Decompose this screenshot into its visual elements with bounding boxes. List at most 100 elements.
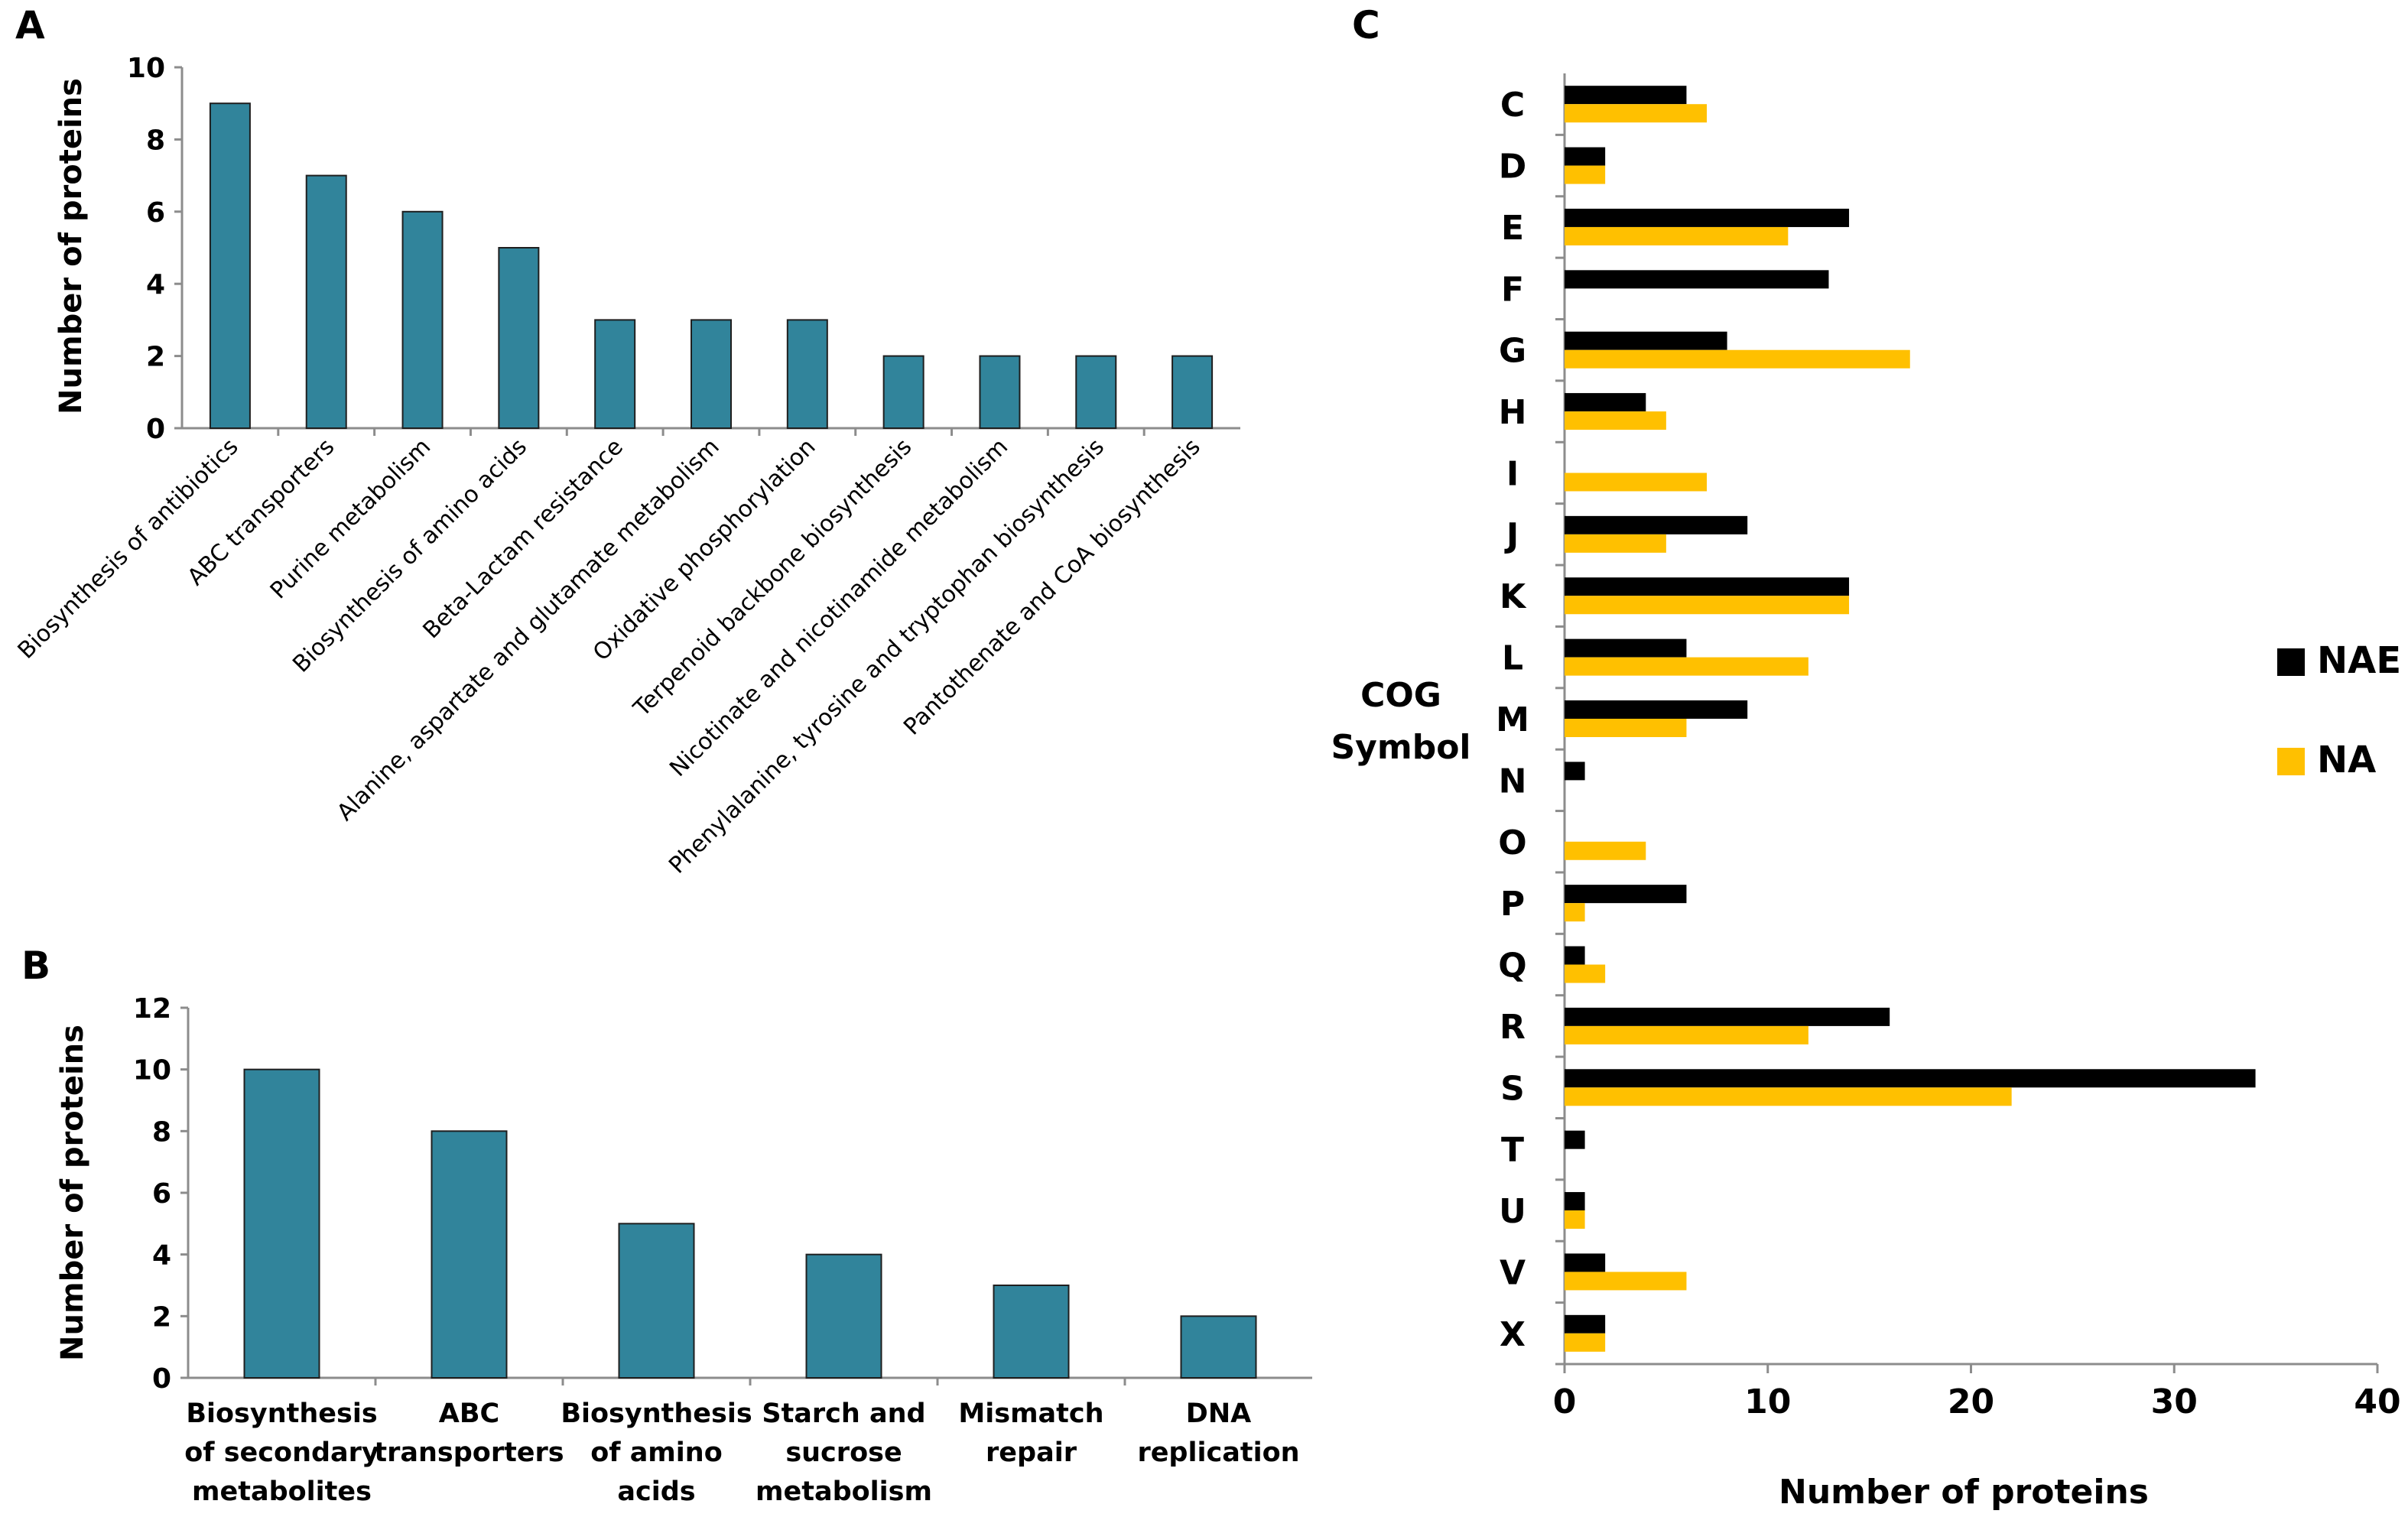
panel-label-b: B: [21, 944, 50, 988]
chart-c-category-label: C: [1500, 86, 1525, 125]
chart-a: Number of proteins 0 2 4 6 8 10 Biosynthesis …: [13, 53, 1240, 879]
chart-b-bar: [431, 1130, 508, 1379]
legend-label-na: NA: [2317, 739, 2376, 781]
chart-a-category-label: Purine metabolism: [265, 434, 436, 604]
chart-c-bar-nae: [1565, 86, 1687, 105]
chart-c-bar-na: [1565, 903, 1585, 922]
chart-c-x-tick-label: 40: [2354, 1382, 2400, 1421]
chart-b-bars: [243, 1068, 1257, 1385]
chart-a-bar: [305, 174, 347, 429]
chart-c-bar-na: [1565, 534, 1666, 553]
chart-b-y-tick-label: 12: [133, 993, 171, 1025]
chart-b-bar: [618, 1223, 695, 1379]
chart-c-bar-nae: [1565, 946, 1585, 965]
chart-c-bar-na: [1565, 1333, 1606, 1352]
chart-a-y-tick-label: 8: [146, 125, 165, 156]
chart-b-bar: [1180, 1315, 1257, 1379]
chart-a-category-label: Nicotinate and nicotinamide metabolism: [665, 434, 1013, 782]
chart-c-x-tick-label: 10: [1744, 1382, 1791, 1421]
chart-b-category-label: of amino: [590, 1437, 723, 1468]
chart-c-category-label: N: [1499, 762, 1527, 801]
chart-a-y-tick-label: 2: [146, 342, 165, 373]
chart-c-category-label: E: [1501, 209, 1524, 248]
chart-c-x-tick-label: 20: [1948, 1382, 1994, 1421]
chart-c-category-label: K: [1500, 577, 1527, 616]
chart-c-category-label: F: [1501, 270, 1524, 309]
chart-c-category-label: D: [1499, 148, 1527, 187]
chart-b-category-label: acids: [617, 1476, 695, 1507]
chart-a-bar: [1172, 355, 1214, 430]
chart-b-y-tick-label: 4: [152, 1240, 171, 1272]
chart-a-bar: [209, 102, 251, 429]
panel-label-a: A: [15, 3, 45, 47]
chart-a-bar: [786, 319, 828, 429]
chart-a-bar: [979, 355, 1021, 430]
chart-c-bar-nae: [1565, 762, 1585, 781]
chart-c-category-label: H: [1499, 393, 1527, 432]
chart-c-bar-nae: [1565, 1192, 1585, 1211]
chart-a-category-label: Beta-Lactam resistance: [418, 434, 629, 644]
chart-c-bar-nae: [1565, 577, 1850, 596]
chart-b-category-label: Mismatch: [958, 1398, 1103, 1429]
chart-c-bar-na: [1565, 596, 1850, 615]
chart-c-bar-na: [1565, 104, 1708, 123]
chart-c-bar-nae: [1565, 700, 1748, 719]
chart-c-x-ticks: 0 10 20 30 40: [1553, 1364, 2401, 1421]
chart-c-bar-na: [1565, 841, 1646, 860]
chart-a-bar: [691, 319, 732, 429]
chart-b-bar: [805, 1253, 882, 1379]
chart-b-y-tick-label: 2: [152, 1301, 171, 1333]
chart-c-category-label: I: [1506, 454, 1519, 493]
chart-a-bar: [882, 355, 925, 430]
chart-c-bar-nae: [1565, 638, 1687, 658]
chart-c-x-tick-label: 0: [1553, 1382, 1577, 1421]
chart-b-category-label: Biosynthesis: [186, 1398, 377, 1429]
chart-b-y-tick-label: 6: [152, 1178, 171, 1210]
chart-c-bar-na: [1565, 1025, 1808, 1044]
chart-b-category-label: of secondary: [184, 1437, 379, 1468]
chart-c-bars: [1565, 86, 2256, 1352]
chart-a-y-tick-label: 6: [146, 197, 165, 229]
chart-c-bar-nae: [1565, 1253, 1606, 1272]
chart-b-category-label: Starch and: [762, 1398, 925, 1429]
chart-c-bar-na: [1565, 349, 1910, 369]
chart-c-bar-na: [1565, 657, 1808, 676]
chart-c-category-label: O: [1498, 823, 1526, 862]
chart-a-category-label: Phenylalanine, tyrosine and tryptophan b…: [664, 434, 1110, 879]
chart-c-category-label: Q: [1498, 947, 1526, 986]
panel-label-c: C: [1352, 3, 1380, 47]
chart-c-bar-nae: [1565, 1007, 1890, 1026]
chart-b-bar: [993, 1285, 1070, 1379]
chart-c-bar-na: [1565, 719, 1687, 737]
chart-c-bar-na: [1565, 226, 1789, 245]
chart-a-bar: [1075, 355, 1117, 430]
chart-c-bar-nae: [1565, 1069, 2256, 1088]
chart-c-category-label: G: [1499, 332, 1526, 371]
chart-b-category-labels: Biosynthesis of secondary metabolites ABC tr…: [184, 1398, 1299, 1507]
chart-c-category-label: U: [1499, 1192, 1526, 1231]
chart-b-category-label: sucrose: [785, 1437, 902, 1468]
legend-swatch-na: [2277, 748, 2305, 775]
chart-c-bar-nae: [1565, 1130, 1585, 1149]
chart-c-category-label: V: [1500, 1253, 1526, 1292]
chart-c-bar-na: [1565, 1210, 1585, 1230]
chart-c-category-label: R: [1500, 1008, 1526, 1047]
legend-swatch-nae: [2277, 648, 2305, 676]
chart-c-bar-na: [1565, 1272, 1687, 1291]
chart-b-category-label: metabolites: [192, 1476, 372, 1507]
chart-c-bar-na: [1565, 473, 1708, 492]
legend-label-nae: NAE: [2317, 639, 2401, 682]
chart-b-y-axis-title: Number of proteins: [55, 1025, 90, 1361]
chart-a-y-ticks: 0 2 4 6 8 10: [127, 53, 182, 445]
chart-c-bar-nae: [1565, 515, 1748, 534]
chart-c-bar-na: [1565, 964, 1606, 983]
chart-c-legend: NAE NA: [2277, 639, 2401, 781]
chart-c-bar-nae: [1565, 147, 1606, 166]
chart-c-bar-na: [1565, 1087, 2012, 1106]
chart-b-y-ticks: 0 2 4 6 8 10 12: [133, 993, 188, 1395]
chart-c-category-label: T: [1501, 1131, 1524, 1170]
chart-b-category-label: DNA: [1186, 1398, 1251, 1429]
chart-b: Number of proteins 0 2 4 6 8 10 12 Biosynthesi…: [55, 993, 1312, 1507]
chart-c-category-label: P: [1500, 885, 1525, 924]
